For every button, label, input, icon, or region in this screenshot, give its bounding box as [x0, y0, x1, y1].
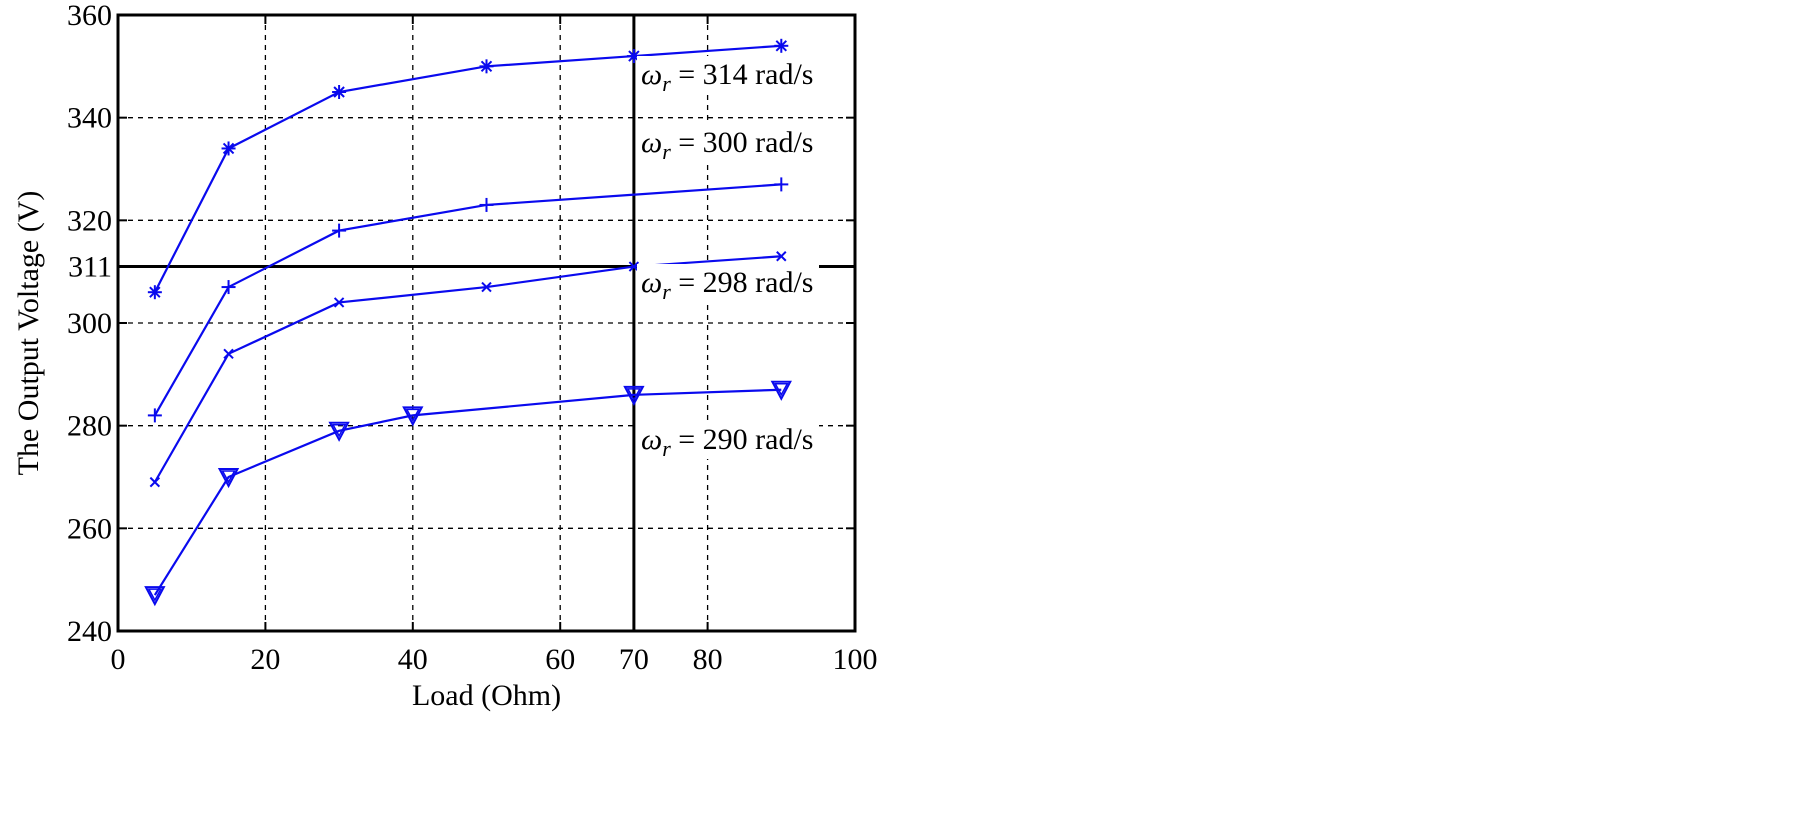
data-point — [333, 297, 345, 308]
data-point — [479, 197, 494, 212]
y-tick-label: 320 — [67, 204, 112, 237]
data-point — [770, 380, 792, 401]
data-point — [217, 468, 240, 489]
annotation-background — [637, 421, 819, 459]
x-tick-label: 80 — [693, 643, 723, 676]
marker-part — [149, 286, 161, 298]
marker-part — [775, 40, 788, 52]
annotation-background — [637, 124, 819, 162]
data-point — [328, 421, 350, 442]
data-point — [774, 177, 789, 192]
y-axis-title: The Output Voltage (V) — [12, 191, 45, 476]
marker-part — [480, 60, 493, 73]
series-2 — [147, 177, 789, 423]
annotation-background — [637, 264, 819, 302]
series-annotation: ωr = 290 rad/s — [641, 423, 813, 461]
marker-part — [623, 385, 645, 407]
y-tick-label: 360 — [67, 0, 112, 32]
series-annotation: ωr = 314 rad/s — [641, 58, 813, 96]
data-point — [332, 85, 347, 99]
x-tick-label: 100 — [833, 643, 878, 676]
marker-part — [223, 348, 234, 360]
marker-part — [147, 588, 163, 602]
data-point — [402, 406, 424, 427]
y-tick-label: 260 — [67, 512, 112, 545]
marker-part — [402, 406, 424, 427]
data-point — [623, 385, 645, 407]
marker-part — [481, 281, 492, 293]
marker-part — [628, 261, 640, 272]
y-tick-label: 340 — [67, 102, 112, 135]
data-point — [221, 141, 236, 156]
marker-part — [770, 380, 792, 401]
series-line — [153, 388, 782, 596]
data-point — [332, 223, 347, 238]
marker-part — [628, 50, 640, 62]
annotation-background — [637, 56, 819, 94]
data-point — [774, 38, 789, 53]
data-point — [776, 251, 787, 262]
series-annotation: ωr = 300 rad/s — [641, 126, 813, 164]
data-point — [626, 49, 641, 64]
marker-part — [333, 297, 345, 308]
data-point — [147, 285, 162, 300]
tick-labels: 0 20 40 60 70 80 100 240 260 280 300 311 320 340 360 — [67, 0, 878, 676]
data-point — [223, 348, 234, 360]
y-tick-label: 240 — [67, 615, 112, 648]
data-point — [628, 261, 640, 272]
grid-layer — [118, 15, 855, 631]
series-4 — [144, 380, 792, 607]
x-tick-label: 60 — [545, 643, 575, 676]
series-line — [153, 44, 782, 293]
marker-part — [328, 421, 350, 442]
marker-part — [149, 476, 161, 488]
y-tick-label: 300 — [67, 307, 112, 340]
data-point — [147, 408, 162, 423]
marker-part — [626, 388, 642, 402]
y-tick-label: 280 — [67, 410, 112, 443]
marker-part — [776, 251, 787, 262]
series-1 — [147, 38, 789, 300]
marker-part — [222, 142, 235, 155]
x-axis-title: Load (Ohm) — [412, 679, 561, 712]
x-tick-label: 70 — [619, 643, 649, 676]
series-annotations: ωr = 314 rad/s ωr = 300 rad/s ωr = 298 rad… — [637, 56, 819, 461]
x-tick-label: 20 — [250, 643, 280, 676]
data-point — [144, 586, 166, 607]
x-tick-label: 40 — [398, 643, 428, 676]
y-tick-label: 311 — [68, 251, 112, 284]
marker-part — [331, 424, 347, 438]
marker-part — [144, 586, 166, 607]
data-point — [479, 59, 494, 74]
series-annotation: ωr = 298 rad/s — [641, 266, 813, 304]
tick-layer — [117, 14, 856, 632]
marker-part — [405, 408, 421, 422]
data-point — [221, 280, 236, 295]
marker-part — [333, 86, 345, 98]
marker-part — [774, 382, 789, 397]
x-tick-label: 0 — [111, 643, 126, 676]
data-point — [481, 281, 492, 293]
marker-part — [221, 470, 236, 484]
series-layer — [144, 38, 792, 607]
data-point — [149, 476, 161, 488]
marker-part — [217, 468, 240, 489]
